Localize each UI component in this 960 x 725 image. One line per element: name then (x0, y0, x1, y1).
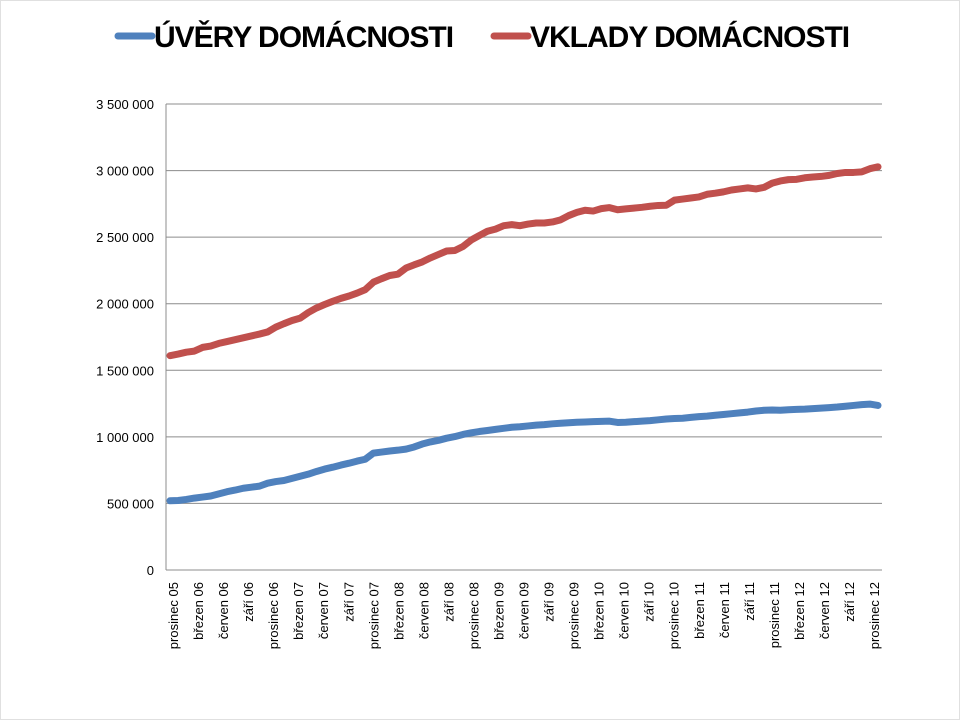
x-tick-label: září 12 (842, 582, 857, 622)
x-tick-label: prosinec 12 (867, 582, 882, 649)
series-lines (166, 163, 882, 505)
x-tick-label: červen 08 (416, 582, 431, 639)
x-tick-label: prosinec 08 (466, 582, 481, 649)
y-tick-label: 3 500 000 (96, 97, 154, 112)
legend: ÚVĚRY DOMÁCNOSTI VKLADY DOMÁCNOSTI (114, 20, 850, 54)
y-tick-label: 2 500 000 (96, 230, 154, 245)
x-tick-label: březen 08 (391, 582, 406, 640)
x-tick-label: březen 06 (191, 582, 206, 640)
x-tick-label: březen 11 (692, 582, 707, 639)
y-tick-label: 2 000 000 (96, 297, 154, 312)
x-tick-label: září 11 (742, 582, 757, 621)
x-tick-label: prosinec 05 (166, 582, 181, 649)
x-tick-label: červen 09 (517, 582, 532, 639)
x-tick-label: prosinec 06 (266, 582, 281, 649)
x-tick-label: březen 10 (592, 582, 607, 640)
x-tick-label: září 09 (542, 582, 557, 622)
x-tick-label: červen 11 (717, 582, 732, 638)
y-tick-label: 0 (147, 563, 154, 578)
series-line-1 (166, 163, 882, 360)
x-tick-label: březen 09 (491, 582, 506, 640)
x-tick-label: červen 12 (817, 582, 832, 639)
x-tick-label: prosinec 09 (567, 582, 582, 649)
x-tick-label: září 07 (341, 582, 356, 622)
x-axis-tick-labels: prosinec 05 březen 06 červen 06 září 06 pros… (166, 582, 882, 649)
series-line-0 (166, 400, 882, 505)
legend-label-uvery: ÚVĚRY DOMÁCNOSTI (154, 20, 453, 54)
x-tick-label: červen 06 (216, 582, 231, 639)
x-tick-label: prosinec 11 (767, 582, 782, 648)
x-tick-label: prosinec 07 (366, 582, 381, 649)
x-tick-label: červen 07 (316, 582, 331, 639)
x-tick-label: září 10 (642, 582, 657, 622)
x-tick-label: červen 10 (617, 582, 632, 639)
y-tick-label: 1 500 000 (96, 363, 154, 378)
y-axis-tick-labels: 0 500 000 1 000 000 1 500 000 2 000 000 2 500… (96, 97, 154, 578)
y-tick-label: 500 000 (107, 496, 154, 511)
x-tick-label: březen 07 (291, 582, 306, 640)
x-tick-label: březen 12 (792, 582, 807, 640)
axes (165, 104, 882, 571)
y-tick-label: 3 000 000 (96, 164, 154, 179)
x-tick-label: září 06 (241, 582, 256, 622)
gridlines (166, 103, 882, 504)
y-tick-label: 1 000 000 (96, 430, 154, 445)
x-tick-label: září 08 (441, 582, 456, 622)
x-tick-label: prosinec 10 (667, 582, 682, 649)
legend-label-vklady: VKLADY DOMÁCNOSTI (530, 20, 849, 54)
